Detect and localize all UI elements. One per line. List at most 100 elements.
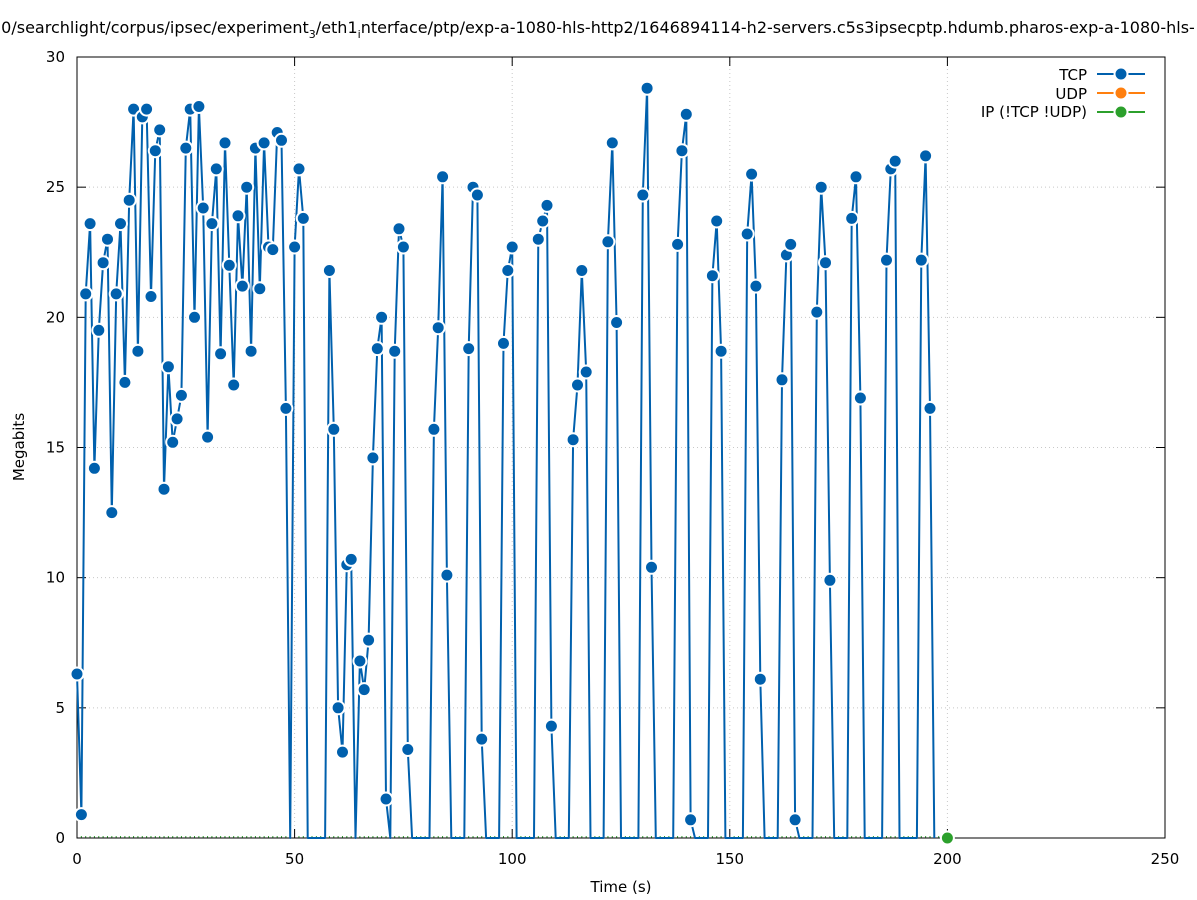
data-point-tcp [744,166,760,182]
chart-title-sub-a: 3 [309,28,316,41]
data-point-tcp [609,315,625,330]
data-point-tcp [152,122,168,138]
data-point-tcp [670,236,686,252]
data-point-tcp [574,263,590,278]
data-point-tcp [709,213,725,229]
legend-entry-udp: UDP [1055,85,1145,103]
data-point-tcp [226,377,242,393]
data-point-tcp [530,231,546,247]
legend-label-ip: IP (!TCP !UDP) [981,103,1087,121]
data-point-tcp [361,632,377,648]
data-point-tcp [844,210,860,226]
y-tick-label: 25 [46,178,65,196]
chart-title-part-b: /eth1 [316,18,358,37]
data-point-tcp [243,343,259,359]
data-point-tcp [678,106,694,122]
data-point-tcp [578,364,594,380]
data-point-tcp [143,289,159,304]
data-point-tcp [683,812,699,828]
data-point-tcp [178,140,194,156]
legend-marker-tcp [1113,66,1129,82]
data-point-tcp [400,742,416,757]
data-point-tcp [822,572,838,588]
data-point-tcp [504,239,520,255]
data-point-tcp [565,432,581,448]
data-point-tcp [426,421,442,437]
data-point-tcp [704,268,720,284]
data-point-tcp [200,429,216,445]
data-point-tcp [73,807,89,823]
data-point-tcp [365,450,381,466]
legend-label-tcp: TCP [1058,66,1087,84]
data-point-tcp [78,286,94,302]
data-point-tcp [234,278,250,294]
data-point-tcp [326,421,342,437]
data-point-tcp [274,132,289,148]
y-tick-label: 0 [55,829,65,847]
x-tick-label: 250 [1151,850,1180,868]
data-point-tcp [239,179,255,195]
data-point-tcp [104,505,120,521]
legend-label-udp: UDP [1055,85,1087,103]
y-tick-label: 5 [55,699,65,717]
data-point-tcp [500,263,516,278]
data-point-tcp [395,239,411,255]
data-point-tcp [391,221,407,237]
data-point-tcp [69,666,85,682]
y-tick-label: 20 [46,308,65,326]
data-point-tcp [813,179,829,195]
data-point-tcp [496,335,511,351]
data-point-tcp [265,242,281,258]
data-point-tcp [635,187,651,203]
data-point-tcp [82,216,98,232]
y-tick-label: 10 [46,569,65,587]
data-point-tcp [461,341,477,357]
data-point-tcp [644,559,659,575]
data-point-tcp [130,343,146,359]
data-point-tcp [217,135,233,151]
data-point-tcp [195,200,211,216]
data-point-tcp [787,812,803,828]
y-axis-label: Megabits [10,413,28,481]
data-point-tcp [86,460,102,476]
data-point-tcp [818,255,833,271]
data-point-tcp [95,255,111,271]
data-point-tcp [321,263,337,278]
data-point-tcp [121,192,137,208]
chart-title-part-c: nterface/ptp/exp-a-1080-hls-http2/164689… [361,18,1195,37]
data-point-tcp [187,309,202,325]
marker-layer [69,80,955,846]
data-point-tcp [108,286,124,302]
data-point-tcp [147,143,163,159]
data-point-tcp [369,341,385,357]
data-point-tcp [639,80,655,96]
series-line-tcp [76,87,936,839]
data-point-tcp [600,234,616,250]
data-point-tcp [539,197,555,213]
x-tick-label: 150 [715,850,744,868]
data-point-tcp [173,387,189,403]
data-point-tcp [469,187,485,203]
x-tick-label: 200 [933,850,962,868]
data-point-tcp [230,208,246,224]
data-point-tcp [439,567,455,583]
data-point-tcp [291,161,307,177]
data-point-tcp [295,210,311,226]
data-point-tcp [343,551,359,567]
data-point-tcp [435,169,451,185]
data-point-tcp [378,791,394,807]
data-point-tcp [374,309,390,325]
data-point-tcp [252,281,268,297]
data-point-tcp [783,236,799,252]
data-point-tcp [100,231,115,247]
data-point-tcp [213,346,229,362]
data-point-tcp [713,343,729,359]
data-point-tcp [739,226,755,242]
data-point-tcp [430,320,446,336]
data-point-tcp [169,411,185,427]
data-point-tcp [91,322,107,338]
data-point-tcp [352,653,368,669]
data-point-tcp [748,278,764,294]
data-point-tcp [570,377,585,393]
